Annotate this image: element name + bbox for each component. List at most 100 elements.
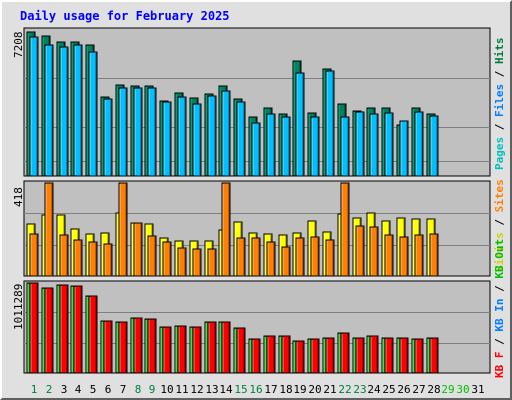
bar-kb-f-day-6 [103, 320, 113, 374]
bar-body [29, 233, 39, 277]
side-label-part: / [493, 64, 506, 84]
bar-body [251, 122, 261, 177]
bar-sites-day-12 [192, 248, 202, 277]
bar-body [281, 246, 291, 277]
bar-body [355, 111, 365, 177]
bar-body [29, 36, 39, 177]
bar-kb-f-day-27 [414, 338, 424, 374]
bar-files-day-8 [133, 87, 143, 177]
side-label-part: / [493, 332, 506, 352]
bar-files-day-21 [325, 70, 335, 177]
bar-sites-day-24 [369, 226, 379, 277]
bar-body [251, 237, 261, 277]
kb-ymax-label: 1011289 [12, 284, 25, 330]
bar-body [44, 287, 54, 374]
bar-kb-f-day-14 [221, 321, 231, 374]
bar-body [221, 321, 231, 374]
kb-side-label: KB F / KB In / KB Out [493, 239, 506, 378]
bar-files-day-7 [118, 87, 128, 177]
day-label-16: 16 [249, 383, 262, 396]
bar-body [73, 239, 83, 277]
day-label-28: 28 [427, 383, 440, 396]
bar-body [147, 318, 157, 374]
day-label-2: 2 [46, 383, 53, 396]
side-label-part: / [493, 279, 506, 299]
bar-body [384, 337, 394, 374]
bar-kb-f-day-15 [236, 327, 246, 374]
bar-body [162, 101, 172, 177]
day-label-13: 13 [205, 383, 218, 396]
bar-body [133, 87, 143, 177]
bar-body [221, 90, 231, 177]
bar-body [414, 338, 424, 374]
bar-files-day-22 [340, 116, 350, 177]
bar-files-day-23 [355, 111, 365, 177]
bars [26, 31, 439, 374]
bar-body [133, 222, 143, 277]
bar-kb-f-day-4 [73, 285, 83, 374]
bar-files-day-3 [59, 46, 69, 177]
bar-body [59, 234, 69, 277]
bar-files-day-12 [192, 103, 202, 177]
day-label-20: 20 [308, 383, 321, 396]
day-label-14: 14 [219, 383, 233, 396]
day-label-3: 3 [61, 383, 68, 396]
bar-sites-day-19 [295, 237, 305, 277]
bar-body [147, 87, 157, 177]
bar-sites-day-2 [44, 182, 54, 277]
bar-sites-day-1 [29, 233, 39, 277]
bar-body [414, 234, 424, 277]
bar-kb-f-day-22 [340, 332, 350, 374]
bar-sites-day-15 [236, 237, 246, 277]
day-label-6: 6 [105, 383, 112, 396]
bar-sites-day-13 [207, 248, 217, 277]
bar-body [399, 120, 409, 177]
bar-kb-f-day-16 [251, 338, 261, 374]
bar-files-day-27 [414, 111, 424, 177]
day-label-21: 21 [323, 383, 336, 396]
bar-files-day-5 [88, 51, 98, 177]
bar-sites-day-3 [59, 234, 69, 277]
bar-files-day-14 [221, 90, 231, 177]
bar-body [88, 51, 98, 177]
bar-kb-f-day-9 [147, 318, 157, 374]
bar-files-day-17 [266, 113, 276, 177]
bar-body [340, 182, 350, 277]
day-label-17: 17 [264, 383, 277, 396]
bar-body [266, 113, 276, 177]
bar-body [281, 335, 291, 374]
bar-body [251, 338, 261, 374]
bar-kb-f-day-12 [192, 326, 202, 374]
bar-files-day-6 [103, 98, 113, 177]
bar-body [103, 98, 113, 177]
visits-ymax-label: 418 [12, 187, 25, 207]
day-label-1: 1 [31, 383, 38, 396]
bar-files-day-25 [384, 112, 394, 177]
bar-files-day-24 [369, 113, 379, 177]
bar-sites-day-25 [384, 234, 394, 277]
side-label-part: Hits [493, 38, 506, 65]
bar-body [384, 112, 394, 177]
bar-body [207, 321, 217, 374]
day-labels: 1 2 3 4 5 6 7 8 9 10 11 12 13 14 15 16 17 18 19 20 21 22 23 24 2… [31, 383, 485, 396]
bar-body [177, 96, 187, 177]
bar-files-day-9 [147, 87, 157, 177]
bar-body [266, 241, 276, 277]
side-label-part: KB In [493, 299, 506, 332]
visits-side-label: Visits / Sites [493, 179, 506, 272]
bar-body [295, 72, 305, 177]
day-label-8: 8 [135, 383, 142, 396]
bar-body [355, 337, 365, 374]
bar-body [236, 101, 246, 177]
bar-sites-day-22 [340, 182, 350, 277]
bar-sites-day-6 [103, 243, 113, 277]
bar-body [340, 116, 350, 177]
bar-body [281, 116, 291, 177]
day-label-5: 5 [90, 383, 97, 396]
bar-sites-day-26 [399, 236, 409, 277]
bar-kb-f-day-19 [295, 340, 305, 374]
bar-sites-day-28 [429, 233, 439, 277]
bar-sites-day-10 [162, 241, 172, 277]
bar-kb-f-day-11 [177, 325, 187, 374]
bar-body [399, 337, 409, 374]
